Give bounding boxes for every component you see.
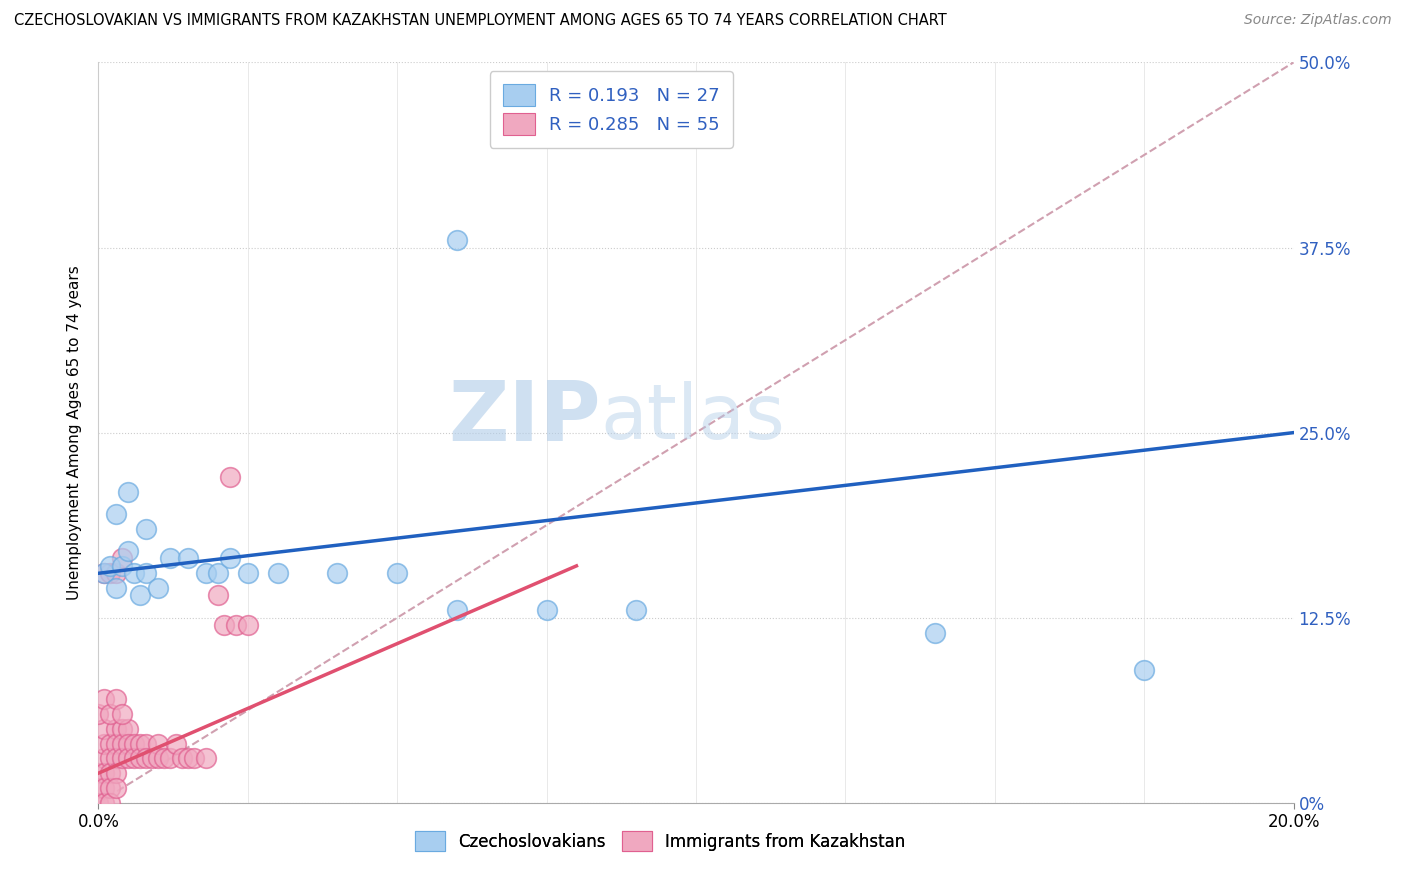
Point [195,751,218,765]
Point [148,581,170,595]
Point [117,544,139,558]
Point [385,566,409,581]
Point [87,706,110,721]
Point [135,566,157,581]
Point [267,566,290,581]
Point [105,581,128,595]
Point [111,551,134,566]
Point [148,737,170,751]
Point [117,484,139,499]
Point [111,706,134,721]
Point [177,751,200,765]
Point [93,722,115,736]
Point [105,766,128,780]
Point [626,603,648,617]
Text: ZIP: ZIP [449,377,600,458]
Y-axis label: Unemployment Among Ages 65 to 74 years: Unemployment Among Ages 65 to 74 years [67,265,83,600]
Point [135,522,157,536]
Point [111,737,134,751]
Point [129,751,152,765]
Point [93,796,115,810]
Legend: Czechoslovakians, Immigrants from Kazakhstan: Czechoslovakians, Immigrants from Kazakh… [408,825,912,857]
Point [124,751,146,765]
Point [87,780,110,795]
Point [141,751,163,765]
Point [98,751,122,765]
Point [98,558,122,573]
Point [105,692,128,706]
Text: Source: ZipAtlas.com: Source: ZipAtlas.com [1244,13,1392,28]
Point [93,780,115,795]
Point [87,766,110,780]
Point [93,737,115,751]
Point [135,751,157,765]
Point [93,751,115,765]
Point [124,737,146,751]
Point [536,603,558,617]
Point [111,722,134,736]
Point [98,766,122,780]
Point [219,551,242,566]
Point [177,551,200,566]
Point [165,737,187,751]
Point [172,751,194,765]
Point [98,566,122,581]
Point [225,618,247,632]
Point [93,566,115,581]
Point [159,751,181,765]
Text: atlas: atlas [600,381,785,455]
Point [105,507,128,521]
Point [105,737,128,751]
Point [124,566,146,581]
Point [111,558,134,573]
Point [105,566,128,581]
Point [924,625,946,640]
Point [105,780,128,795]
Point [236,618,259,632]
Point [446,603,468,617]
Point [98,780,122,795]
Point [105,722,128,736]
Point [159,551,181,566]
Point [148,751,170,765]
Point [236,566,259,581]
Point [1133,663,1156,677]
Point [195,566,218,581]
Point [326,566,349,581]
Point [212,618,235,632]
Point [93,566,115,581]
Point [446,233,468,247]
Point [207,589,229,603]
Point [105,751,128,765]
Point [129,589,152,603]
Point [117,722,139,736]
Point [117,751,139,765]
Point [98,796,122,810]
Text: CZECHOSLOVAKIAN VS IMMIGRANTS FROM KAZAKHSTAN UNEMPLOYMENT AMONG AGES 65 TO 74 Y: CZECHOSLOVAKIAN VS IMMIGRANTS FROM KAZAK… [14,13,946,29]
Point [98,706,122,721]
Point [117,737,139,751]
Point [129,737,152,751]
Point [111,751,134,765]
Point [87,796,110,810]
Point [93,692,115,706]
Point [183,751,205,765]
Point [219,470,242,484]
Point [98,737,122,751]
Point [135,737,157,751]
Point [153,751,176,765]
Point [93,766,115,780]
Point [207,566,229,581]
